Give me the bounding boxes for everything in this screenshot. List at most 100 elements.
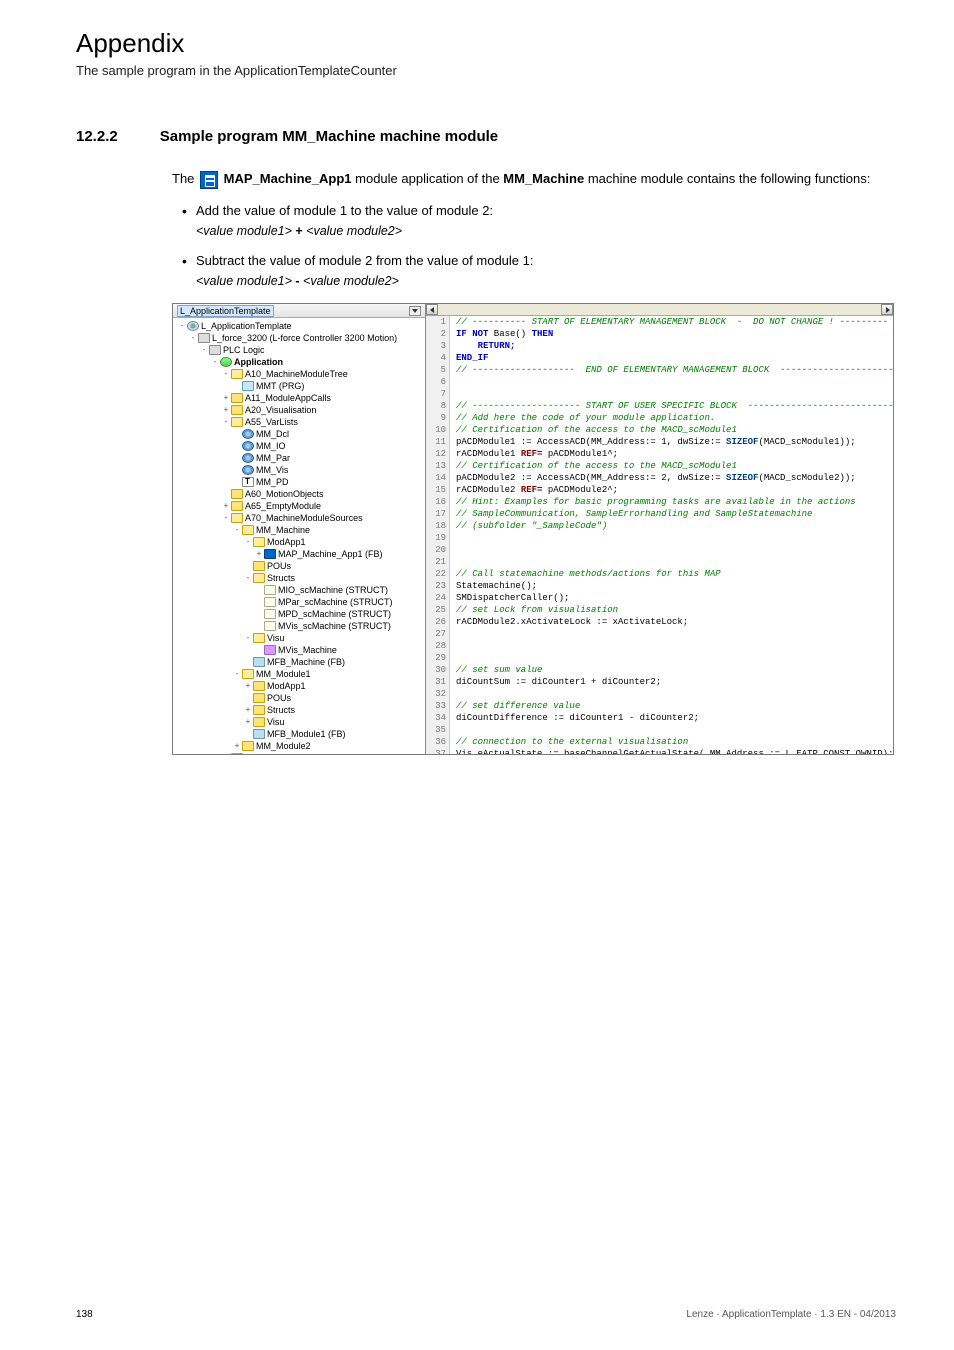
expand-icon[interactable]: + <box>254 548 264 560</box>
folder-open-icon <box>231 369 243 379</box>
tree-header[interactable]: L_ApplicationTemplate <box>173 304 425 318</box>
code-line <box>456 652 893 664</box>
bullet-list: Add the value of module 1 to the value o… <box>182 201 894 292</box>
tree-row[interactable]: MFB_Machine (FB) <box>175 656 425 668</box>
para-map: MAP_Machine_App1 <box>224 171 352 186</box>
folder-icon <box>253 681 265 691</box>
tree-row[interactable]: -L_ApplicationTemplate <box>175 320 425 332</box>
tree-row[interactable]: MPar_scMachine (STRUCT) <box>175 596 425 608</box>
line-number: 33 <box>426 700 446 712</box>
tree-row[interactable]: + ModApp1 <box>175 680 425 692</box>
line-number: 15 <box>426 484 446 496</box>
expand-icon[interactable]: + <box>221 392 231 404</box>
tree-row[interactable]: -A71_LocalSources <box>175 752 425 754</box>
line-gutter: 1234567891011121314151617181920212223242… <box>426 316 450 754</box>
expand-icon[interactable]: - <box>221 752 231 754</box>
tree-label: MM_Vis <box>256 464 288 476</box>
code-line: rACDModule2.xActivateLock := xActivateLo… <box>456 616 893 628</box>
tree-row[interactable]: -A70_MachineModuleSources <box>175 512 425 524</box>
code-line <box>456 376 893 388</box>
expand-icon[interactable]: + <box>221 404 231 416</box>
expand-icon[interactable]: - <box>199 344 209 356</box>
tree-label: Visu <box>267 716 284 728</box>
tree-row[interactable]: +MAP_Machine_App1 (FB) <box>175 548 425 560</box>
tree-row[interactable]: + Structs <box>175 704 425 716</box>
scroll-right-icon[interactable] <box>881 304 893 315</box>
tree-row[interactable]: -A10_MachineModuleTree <box>175 368 425 380</box>
tree-row[interactable]: +MM_Module2 <box>175 740 425 752</box>
tree-label: ModApp1 <box>267 680 306 692</box>
tree-row[interactable]: -MM_Machine <box>175 524 425 536</box>
tree-row[interactable]: +A11_ModuleAppCalls <box>175 392 425 404</box>
folder-open-icon <box>253 573 265 583</box>
tree-row[interactable]: MM_Par <box>175 452 425 464</box>
tree-row[interactable]: -Application <box>175 356 425 368</box>
gear-icon <box>187 321 199 331</box>
tree-row[interactable]: MVis_scMachine (STRUCT) <box>175 620 425 632</box>
expand-icon[interactable]: + <box>243 716 253 728</box>
expand-icon[interactable]: + <box>243 680 253 692</box>
tree-body: -L_ApplicationTemplate-L_force_3200 (L-f… <box>173 318 425 754</box>
tree-row[interactable]: MM_PD <box>175 476 425 488</box>
expand-icon[interactable]: - <box>221 512 231 524</box>
map-icon <box>264 549 276 559</box>
tree-row[interactable]: MVis_Machine <box>175 644 425 656</box>
tree-row[interactable]: -ModApp1 <box>175 536 425 548</box>
tree-row[interactable]: MPD_scMachine (STRUCT) <box>175 608 425 620</box>
expand-icon[interactable]: - <box>243 572 253 584</box>
code-line: // (subfolder "_SampleCode") <box>456 520 893 532</box>
tree-row[interactable]: POUs <box>175 692 425 704</box>
tree-row[interactable]: MM_Dcl <box>175 428 425 440</box>
tree-row[interactable]: POUs <box>175 560 425 572</box>
tree-label: A55_VarLists <box>245 416 298 428</box>
tree-row[interactable]: MFB_Module1 (FB) <box>175 728 425 740</box>
section-heading: 12.2.2 Sample program MM_Machine machine… <box>76 128 894 145</box>
tree-row[interactable]: -L_force_3200 (L-force Controller 3200 M… <box>175 332 425 344</box>
tree-row[interactable]: MM_IO <box>175 440 425 452</box>
tree-row[interactable]: MIO_scMachine (STRUCT) <box>175 584 425 596</box>
intro-paragraph: The MAP_Machine_App1 module application … <box>172 169 894 189</box>
struct-icon <box>264 597 276 607</box>
expand-icon[interactable]: - <box>177 320 187 332</box>
page-number: 138 <box>76 1309 93 1320</box>
tree-label: A20_Visualisation <box>245 404 316 416</box>
folder-icon <box>253 693 265 703</box>
tree-row[interactable]: +A65_EmptyModule <box>175 500 425 512</box>
tree-row[interactable]: MM_Vis <box>175 464 425 476</box>
expand-icon[interactable]: - <box>232 668 242 680</box>
expand-icon[interactable]: + <box>221 500 231 512</box>
tree-row[interactable]: + Visu <box>175 716 425 728</box>
expand-icon[interactable]: - <box>243 536 253 548</box>
tree-row[interactable]: -PLC Logic <box>175 344 425 356</box>
expand-icon[interactable]: + <box>243 704 253 716</box>
expand-icon[interactable]: - <box>221 368 231 380</box>
tree-label: MPar_scMachine (STRUCT) <box>278 596 393 608</box>
scroll-left-icon[interactable] <box>426 304 438 315</box>
tree-label: MVis_scMachine (STRUCT) <box>278 620 391 632</box>
fb-icon <box>253 729 265 739</box>
expand-icon[interactable]: + <box>232 740 242 752</box>
section-number: 12.2.2 <box>76 128 118 145</box>
tree-row[interactable]: -MM_Module1 <box>175 668 425 680</box>
expand-icon[interactable]: - <box>232 524 242 536</box>
expand-icon[interactable]: - <box>210 356 220 368</box>
tree-row[interactable]: A60_MotionObjects <box>175 488 425 500</box>
tree-label: MIO_scMachine (STRUCT) <box>278 584 388 596</box>
tree-row[interactable]: -Structs <box>175 572 425 584</box>
expand-icon[interactable]: - <box>188 332 198 344</box>
code-line: // Hint: Examples for basic programming … <box>456 496 893 508</box>
expand-icon[interactable]: - <box>243 632 253 644</box>
code-line: diCountDifference := diCounter1 - diCoun… <box>456 712 893 724</box>
tree-row[interactable]: + A20_Visualisation <box>175 404 425 416</box>
fb-icon <box>253 657 265 667</box>
tree-label: Structs <box>267 704 295 716</box>
tree-header-selection: L_ApplicationTemplate <box>177 305 274 317</box>
page-footer: 138 Lenze · ApplicationTemplate · 1.3 EN… <box>76 1309 896 1320</box>
expand-icon[interactable]: - <box>221 416 231 428</box>
chevron-down-icon[interactable] <box>409 306 421 316</box>
tree-row[interactable]: -Visu <box>175 632 425 644</box>
tree-row[interactable]: MMT (PRG) <box>175 380 425 392</box>
tree-row[interactable]: - A55_VarLists <box>175 416 425 428</box>
line-number: 18 <box>426 520 446 532</box>
globe-icon <box>242 441 254 451</box>
